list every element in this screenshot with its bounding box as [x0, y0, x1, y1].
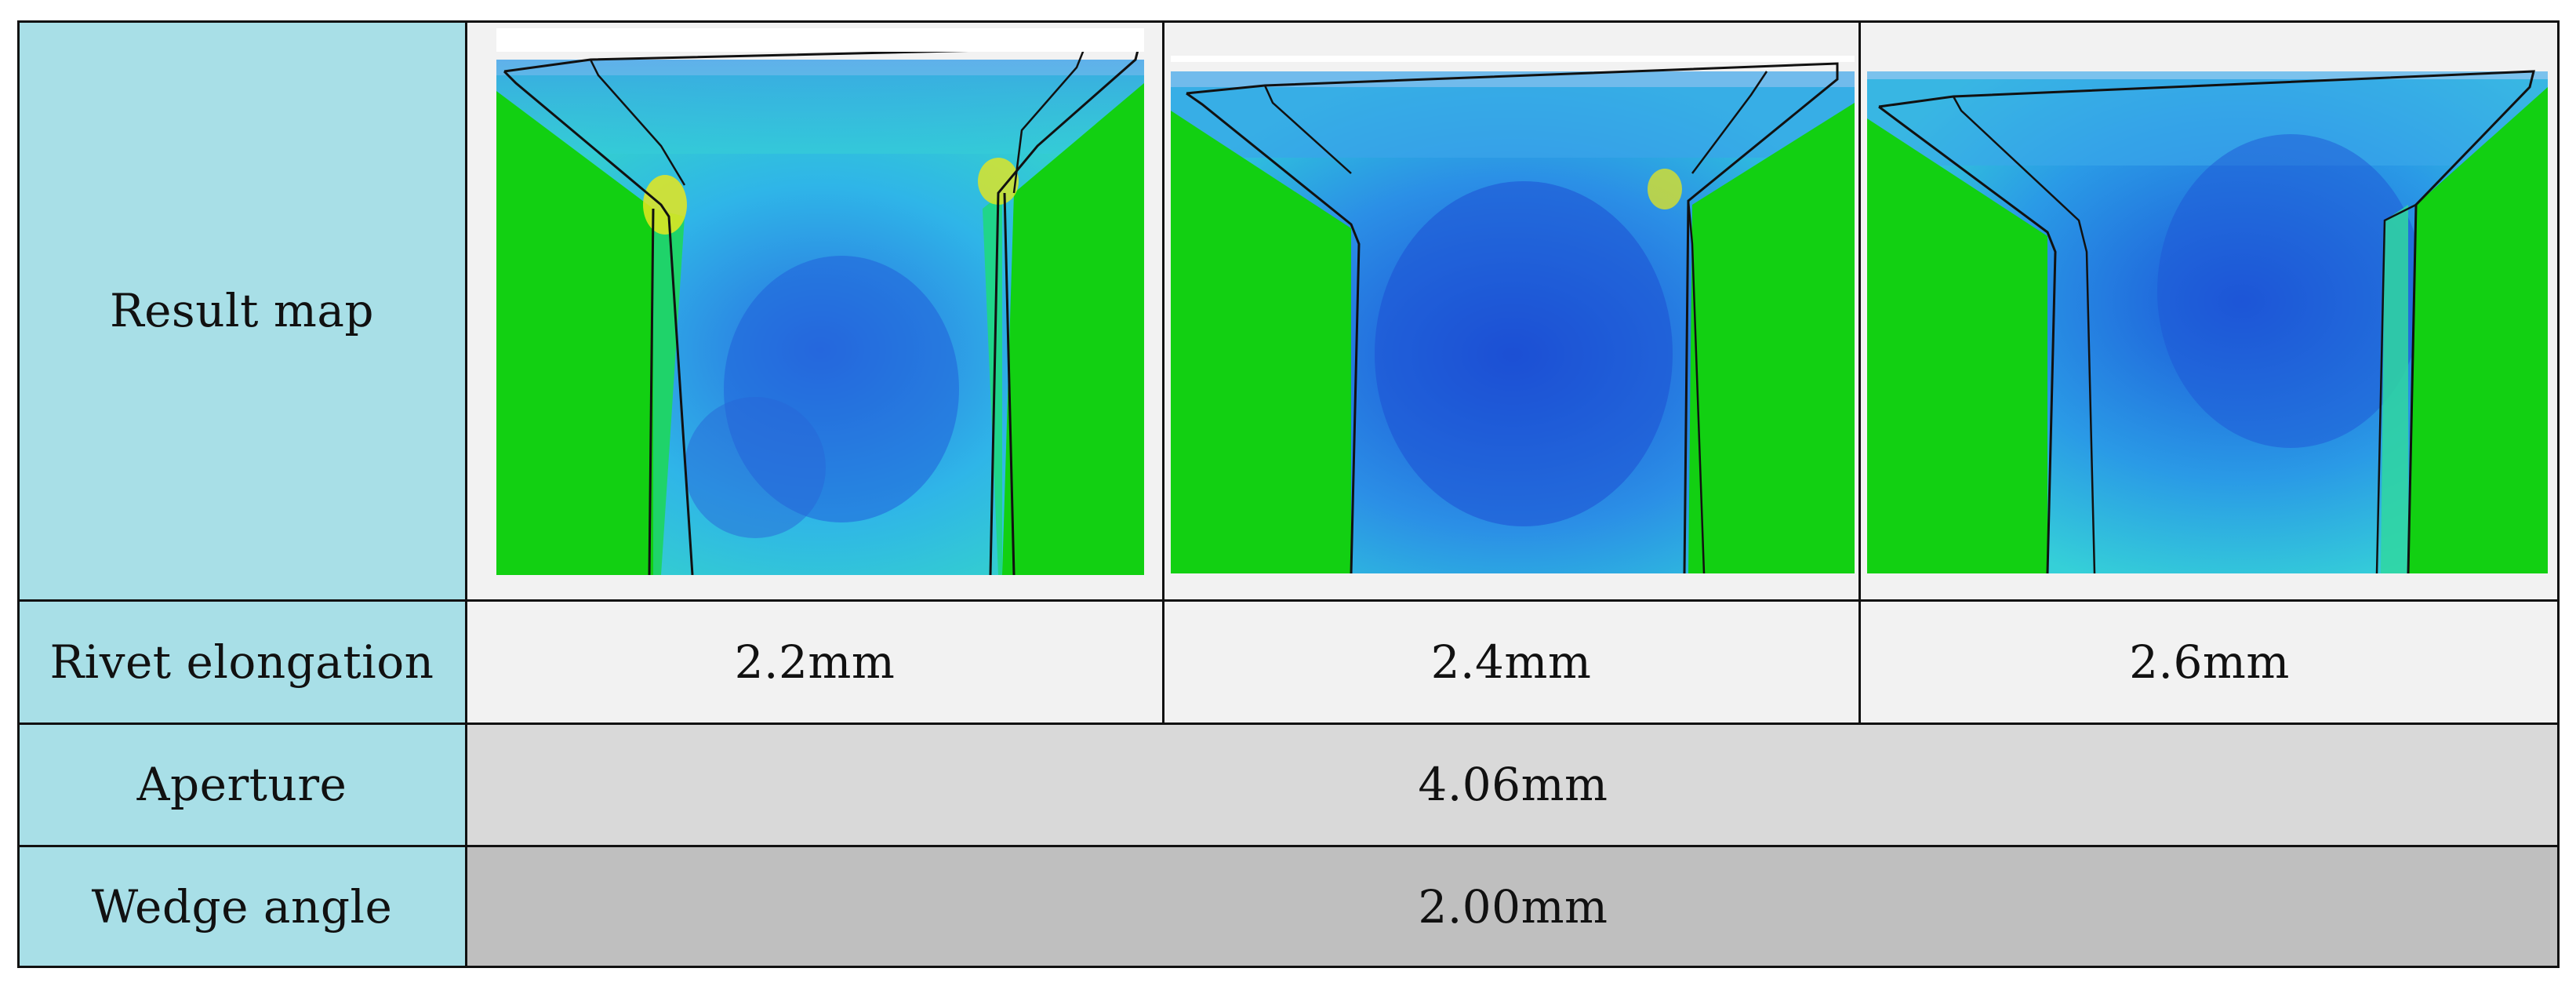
elongation-value-3: 2.6mm [2129, 635, 2290, 689]
border-bottom [17, 966, 2560, 968]
elongation-value-2: 2.4mm [1430, 635, 1592, 689]
elongation-cell-1: 2.2mm [467, 600, 1163, 723]
elongation-value-1: 2.2mm [734, 635, 896, 689]
row-label-wedge-angle: Wedge angle [17, 846, 467, 968]
results-table: Result map [17, 20, 2560, 968]
rivet-elongation-label: Rivet elongation [49, 635, 434, 689]
result-map-cell-3 [1859, 20, 2560, 600]
elongation-cell-3: 2.6mm [1859, 600, 2560, 723]
border-row-2 [17, 722, 2560, 725]
wedge-angle-value-cell: 2.00mm [467, 846, 2560, 968]
result-map-cell-2 [1163, 20, 1859, 600]
wedge-angle-value: 2.00mm [1418, 880, 1608, 934]
border-row-3 [17, 845, 2560, 847]
elongation-cell-2: 2.4mm [1163, 600, 1859, 723]
border-right [2557, 20, 2560, 968]
border-top [17, 20, 2560, 23]
wedge-angle-label: Wedge angle [91, 880, 393, 934]
aperture-label: Aperture [136, 758, 347, 811]
aperture-value: 4.06mm [1418, 758, 1608, 811]
result-map-image-2 [1171, 56, 1855, 573]
result-map-cell-1 [467, 20, 1163, 600]
row-label-aperture: Aperture [17, 723, 467, 846]
border-col-2 [1162, 20, 1164, 723]
result-map-label: Result map [109, 283, 375, 337]
border-left [17, 20, 20, 968]
result-map-image-3 [1867, 56, 2548, 573]
row-label-result-map: Result map [17, 20, 467, 600]
border-label-column [465, 20, 467, 968]
border-col-3 [1858, 20, 1861, 723]
border-row-1 [17, 599, 2560, 602]
aperture-value-cell: 4.06mm [467, 723, 2560, 846]
row-label-rivet-elongation: Rivet elongation [17, 600, 467, 723]
result-map-image-1 [496, 28, 1144, 575]
